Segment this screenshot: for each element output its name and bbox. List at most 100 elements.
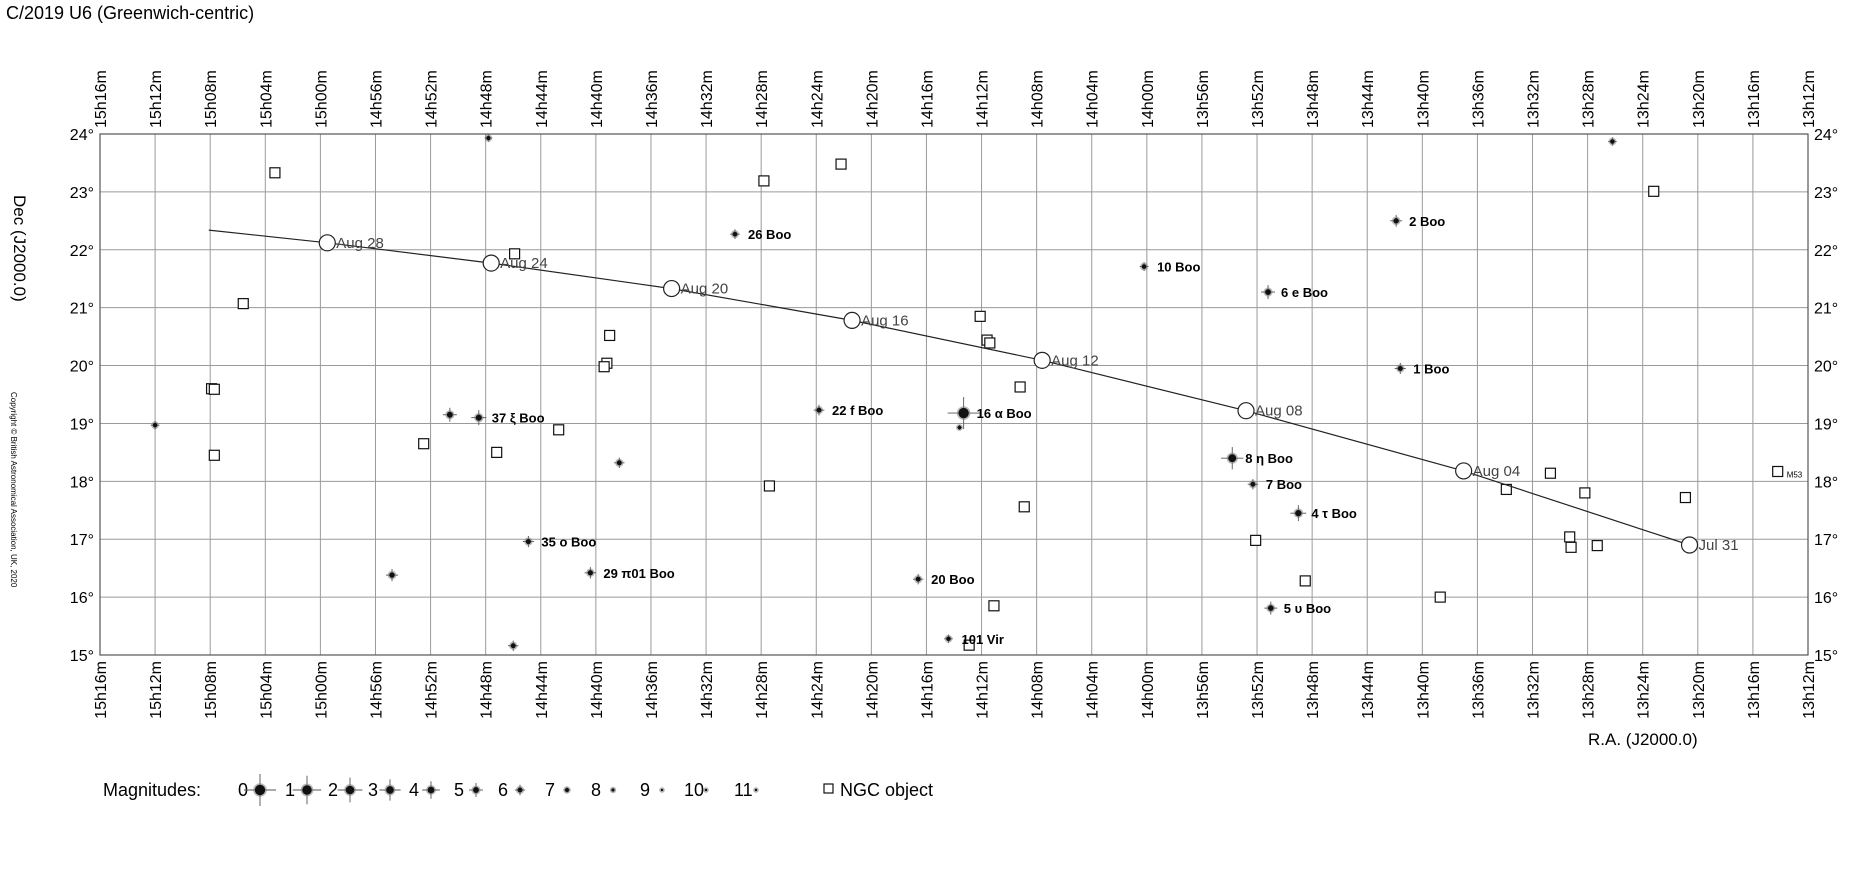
star-marker (1290, 505, 1307, 522)
ra-tick-label: 13h52m (1250, 70, 1267, 128)
star-marker (508, 640, 519, 651)
dec-tick-label: 18° (70, 474, 94, 491)
ra-tick-label: 14h20m (864, 661, 881, 719)
legend-magnitude-label: 5 (454, 780, 464, 800)
ra-tick-label: 14h20m (864, 70, 881, 128)
ra-tick-label: 15h00m (313, 661, 330, 719)
dec-tick-label: 17° (1814, 532, 1838, 549)
ra-tick-label: 13h36m (1470, 70, 1487, 128)
star-label: 1 Boo (1413, 361, 1449, 376)
x-axis-title: R.A. (J2000.0) (1588, 730, 1698, 749)
ra-tick-label: 14h48m (479, 70, 496, 128)
ra-tick-label: 14h00m (1140, 70, 1157, 128)
ngc-object-marker (763, 480, 776, 492)
star-label: 35 o Boo (541, 535, 596, 550)
ra-tick-label: 13h32m (1526, 70, 1543, 128)
ngc-object-marker (1299, 575, 1311, 587)
star-label: 7 Boo (1266, 477, 1302, 492)
dec-tick-label: 20° (70, 359, 94, 376)
ra-tick-label: 13h20m (1691, 70, 1708, 128)
ra-tick-label: 14h28m (754, 661, 771, 719)
ngc-object-marker (491, 446, 503, 458)
star-marker (1261, 285, 1276, 300)
ngc-object-marker (1772, 465, 1784, 478)
star-marker (730, 229, 740, 239)
ra-tick-label: 13h40m (1415, 661, 1432, 719)
dec-tick-label: 23° (70, 185, 94, 202)
dec-tick-label: 19° (70, 416, 94, 433)
dec-ticks-left: 15° 16° 17° 18° 19° 20° 21° 22° 23° 24° (70, 127, 94, 665)
ra-tick-label: 13h44m (1360, 70, 1377, 128)
ngc-object-marker (1014, 381, 1026, 393)
ngc-object-marker (237, 298, 249, 310)
ra-tick-label: 13h16m (1746, 70, 1763, 128)
ra-tick-label: 14h08m (1030, 661, 1047, 719)
ra-tick-label: 14h32m (699, 70, 716, 128)
ngc-objects: M53 (205, 158, 1803, 651)
star-marker (337, 777, 363, 803)
star-label: 22 f Boo (832, 403, 883, 418)
dec-tick-label: 21° (70, 301, 94, 318)
copyright-notice: Copyright © British Astronomical Associa… (9, 392, 18, 588)
star-marker (514, 784, 526, 796)
ra-tick-label: 14h04m (1085, 70, 1102, 128)
star-marker (244, 774, 276, 806)
dec-tick-label: 19° (1814, 416, 1838, 433)
dec-tick-label: 24° (1814, 127, 1838, 144)
star-label: 5 υ Boo (1284, 601, 1331, 616)
legend-magnitude-label: 9 (640, 780, 650, 800)
legend-magnitude-label: 8 (591, 780, 601, 800)
ra-tick-label: 14h16m (919, 70, 936, 128)
ngc-object-marker (418, 438, 430, 450)
comet-date-label: Aug 04 (1473, 463, 1521, 480)
chart-title: C/2019 U6 (Greenwich-centric) (6, 3, 254, 23)
star-marker (1247, 479, 1259, 490)
dec-tick-label: 17° (70, 532, 94, 549)
legend-magnitude-label: 7 (545, 780, 555, 800)
legend-magnitude-label: 6 (498, 780, 508, 800)
ra-tick-label: 14h32m (699, 661, 716, 719)
ngc-object-marker (758, 175, 770, 187)
ngc-object-marker (269, 167, 281, 179)
ra-tick-label: 14h00m (1140, 661, 1157, 719)
legend-magnitude-label: 10 (684, 780, 704, 800)
ra-tick-label: 15h16m (93, 70, 110, 128)
stars: 37 ξ Boo 35 o Boo 29 π01 Boo 26 Boo 22 f Boo… (150, 134, 1617, 651)
ra-ticks-top: 15h16m 15h12m 15h08m 15h04m 15h00m 14h56m 14h5… (93, 70, 1818, 128)
star-marker (563, 786, 571, 794)
ngc-object-marker (1679, 491, 1692, 504)
dec-tick-label: 21° (1814, 301, 1838, 318)
ra-tick-label: 14h44m (534, 661, 551, 719)
star-marker (609, 786, 617, 794)
star-marker (1221, 447, 1244, 470)
star-marker (659, 787, 665, 793)
ra-tick-label: 14h52m (424, 661, 441, 719)
ra-tick-label: 14h24m (809, 70, 826, 128)
ngc-object-marker (553, 424, 565, 436)
legend-title: Magnitudes: (103, 780, 201, 800)
ngc-object-marker (208, 449, 220, 461)
comet-date-label: Aug 28 (336, 235, 384, 252)
ngc-object-marker (1434, 591, 1446, 603)
ra-tick-label: 14h56m (368, 70, 385, 128)
comet-date-label: Aug 16 (861, 312, 909, 329)
star-label: 26 Boo (748, 227, 791, 242)
dec-tick-label: 20° (1814, 359, 1838, 376)
star-marker (947, 397, 980, 430)
star-marker (584, 567, 597, 579)
star-label: 6 e Boo (1281, 285, 1328, 300)
ra-tick-label: 15h08m (203, 661, 220, 719)
legend-ngc-marker (823, 783, 834, 794)
star-label: 20 Boo (931, 572, 974, 587)
ra-tick-label: 13h56m (1195, 661, 1212, 719)
ra-ticks-bottom: 15h16m 15h12m 15h08m 15h04m 15h00m 14h56m 14h5… (93, 661, 1818, 719)
ngc-object-label: M53 (1787, 470, 1803, 479)
ngc-object-marker (1579, 487, 1591, 499)
ra-tick-label: 13h24m (1636, 70, 1653, 128)
ra-tick-label: 13h52m (1250, 661, 1267, 719)
star-marker (522, 535, 534, 548)
star-marker (944, 634, 953, 644)
ra-tick-label: 15h08m (203, 70, 220, 128)
ngc-object-marker (1565, 541, 1577, 553)
ra-tick-label: 14h24m (809, 661, 826, 719)
